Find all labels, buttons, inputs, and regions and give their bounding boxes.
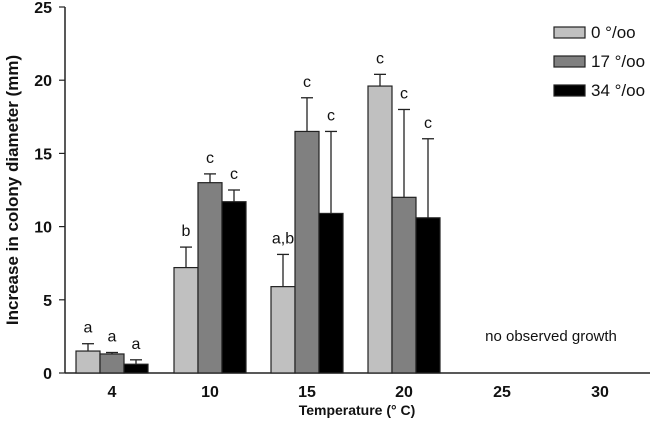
significance-letter: a	[132, 336, 141, 353]
x-tick-label: 30	[591, 384, 609, 401]
significance-letter: c	[424, 115, 432, 132]
x-tick-label: 10	[201, 384, 219, 401]
significance-letter: a,b	[272, 230, 294, 247]
y-tick-label: 0	[43, 366, 52, 383]
bar	[270, 286, 296, 374]
bar	[173, 266, 199, 374]
bar	[367, 85, 393, 374]
significance-letter: c	[327, 107, 335, 124]
y-tick-label: 5	[43, 293, 52, 310]
bar	[99, 353, 125, 374]
bar	[391, 196, 417, 374]
annotation-no-growth: no observed growth	[485, 328, 617, 345]
legend-label: 34 °/oo	[591, 81, 645, 100]
y-tick-label: 25	[34, 0, 52, 17]
significance-letter: c	[206, 150, 214, 167]
bar	[197, 182, 223, 374]
x-tick-label: 20	[395, 384, 413, 401]
significance-letter: b	[182, 223, 191, 240]
y-tick-label: 15	[34, 146, 52, 163]
x-tick-label: 25	[493, 384, 511, 401]
y-tick-label: 10	[34, 220, 52, 237]
y-tick-label: 20	[34, 73, 52, 90]
legend-label: 17 °/oo	[591, 52, 645, 71]
legend-swatch	[553, 55, 586, 68]
bar	[415, 217, 441, 374]
bar	[221, 201, 247, 374]
significance-letter: a	[108, 329, 117, 346]
significance-letter: c	[303, 74, 311, 91]
legend-swatch	[553, 84, 586, 97]
x-tick-label: 15	[298, 384, 316, 401]
legend-label: 0 °/oo	[591, 23, 636, 42]
significance-letter: c	[230, 166, 238, 183]
bar	[294, 130, 320, 374]
x-tick-label: 4	[108, 384, 117, 401]
legend-swatch	[553, 26, 586, 39]
y-axis-title: Increase in colony diameter (mm)	[3, 55, 22, 325]
bar	[318, 212, 344, 374]
significance-letter: c	[400, 85, 408, 102]
significance-letter: a	[84, 320, 93, 337]
bar	[75, 350, 101, 374]
significance-letter: c	[376, 50, 384, 67]
bar	[123, 363, 149, 374]
x-axis-title: Temperature (° C)	[299, 402, 416, 418]
